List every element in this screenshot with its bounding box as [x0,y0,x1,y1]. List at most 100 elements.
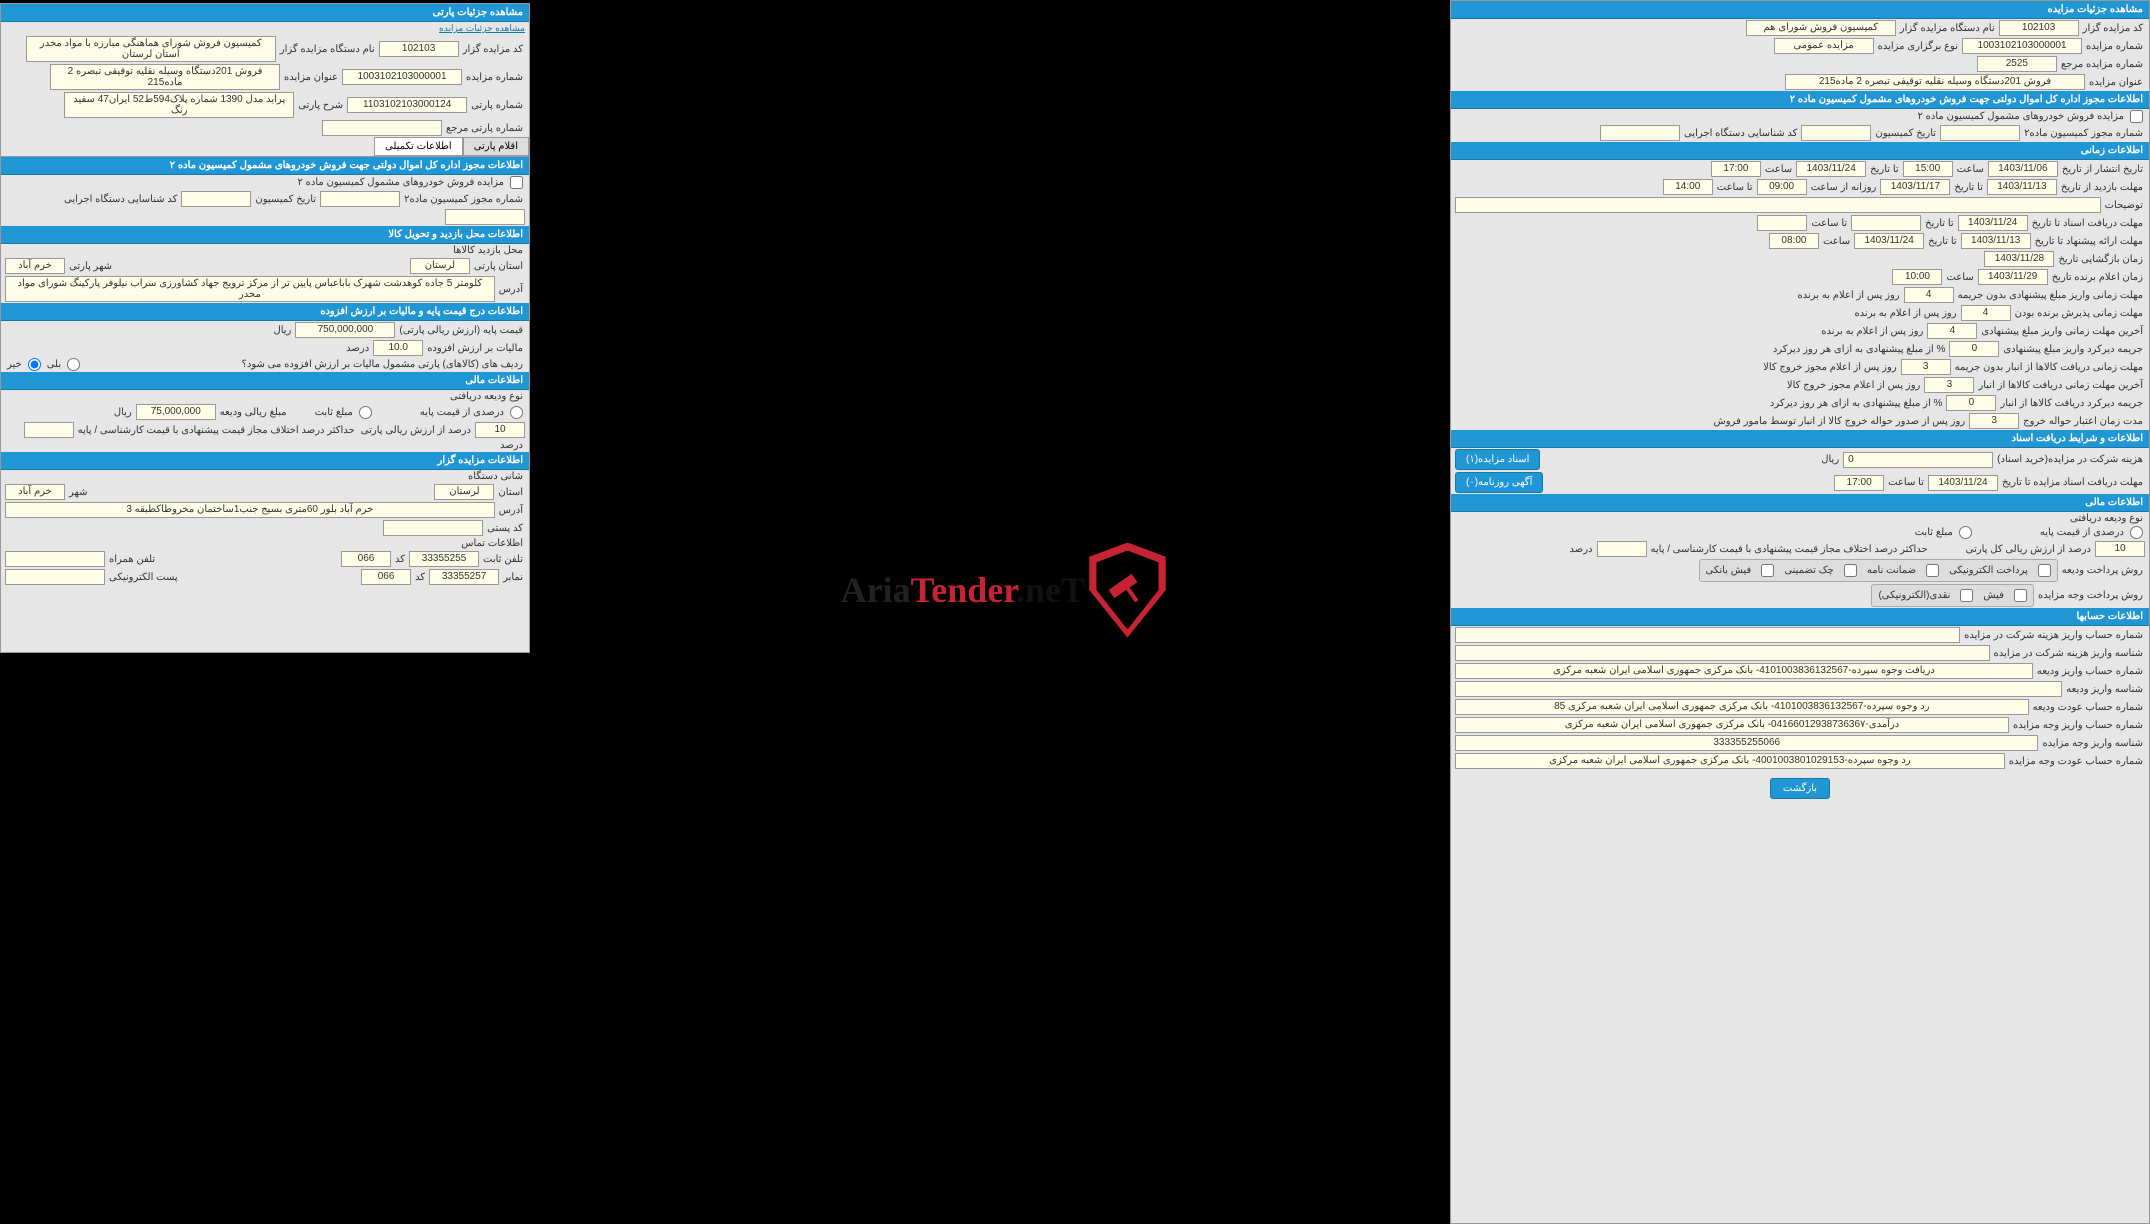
acc4-label: شناسه واریز ودیعه [2064,684,2145,695]
offer-deadline-label: مهلت ارائه پیشنهاد تا تاریخ [2033,236,2145,247]
l-city: خرم آباد [5,258,65,274]
l-rial-1: ریال [271,325,293,336]
doc-time [1757,215,1807,231]
pct-base-radio[interactable] [2130,526,2143,539]
pay1-chk[interactable] [2038,564,2051,577]
d4-label: جریمه دیرکرد واریز مبلغ پیشنهادی [2001,344,2145,355]
d6: 3 [1924,377,1974,393]
l-prov-label: استان پارتی [472,261,525,272]
l-sale-checkbox[interactable] [510,176,523,189]
l-code-label-1: کد [393,554,407,565]
fixed-radio[interactable] [1959,526,1972,539]
l-addr-label: آدرس [497,284,525,295]
pay-auc-label: روش پرداخت وجه مزایده [2036,590,2145,601]
acc6-label: شماره حساب واریز وجه مزایده [2011,720,2145,731]
l-vat: 10.0 [373,340,423,356]
l-no-radio[interactable] [28,358,41,371]
to-label-2: تا تاریخ [1952,182,1985,193]
l-amount: 75,000,000 [136,404,216,420]
wm-aria: Aria [841,570,911,610]
d1: 4 [1904,287,1954,303]
name-label: نام دستگاه مزایده گزار [1898,23,1997,34]
tab-extra-info[interactable]: اطلاعات تکمیلی [374,137,463,156]
section-docs-header: اطلاعات و شرایط دریافت اسناد [1451,430,2149,448]
l-base: 750,000,000 [295,322,395,338]
l-permit-date [181,191,251,207]
l-section-financial-header: اطلاعات مالی [1,372,529,390]
l-fixed-radio[interactable] [359,406,372,419]
l-org-addr-label: شانی دستگاه [466,471,525,482]
method-label: نوع برگزاری مزایده [1876,41,1960,52]
acc2 [1455,645,1990,661]
tab-items[interactable]: اقلام پارتی [463,137,529,156]
l-email [5,569,105,585]
auction-detail-link[interactable]: مشاهده جزئیات مزایده [439,23,525,34]
l-code-label: کد مزایده گزار [461,44,525,55]
l-section-auctioneer-header: اطلاعات مزایده گزار [1,452,529,470]
org-code-label: کد شناسایی دستگاه اجرایی [1682,128,1799,139]
daily-to-label: تا ساعت [1715,182,1755,193]
auction-no-field: 1003102103000001 [1962,38,2082,54]
pay-deposit-box: پرداخت الکترونیکی ضمانت نامه چک تضمینی ف… [1699,559,2058,582]
acc3: دریافت وجوه سپرده-4101003836132567- بانک… [1455,663,2033,679]
d4: 0 [1949,341,1999,357]
code-field: 102103 [1999,20,2079,36]
l-mobile [5,551,105,567]
l-org-code-label: کد شناسایی دستگاه اجرایی [62,194,179,205]
section-financial-header: اطلاعات مالی [1451,494,2149,512]
pay3-chk[interactable] [1844,564,1857,577]
l-city-2: خرم آباد [5,484,65,500]
acc3-label: شماره حساب واریز ودیعه [2035,666,2145,677]
l-code: 102103 [379,41,459,57]
l-yes-radio[interactable] [67,358,80,371]
d6-label: آخرین مهلت زمانی دریافت کالاها از انبار [1976,380,2145,391]
l-addr: کلومتر 5 جاده کوهدشت شهرک باباعباس پایین… [5,276,495,302]
pay4: فیش بانکی [1704,565,1754,576]
section-auction-detail-header: مشاهده جزئیات مزایده [1451,1,2149,19]
d4-unit: % از مبلغ پیشنهادی به ازای هر روز دیرکرد [1771,344,1948,355]
l-subject-label: عنوان مزایده [282,72,340,83]
deposit-type-label: نوع ودیعه دریافتی [2068,513,2145,524]
to-time: 17:00 [1711,161,1761,177]
acc7-label: شناسه واریز وجه مزایده [2040,738,2145,749]
acc1-label: شماره حساب واریز هزینه شرکت در مزایده [1962,630,2145,641]
l-fax-code: 066 [361,569,411,585]
open-date: 1403/11/28 [1984,251,2054,267]
section-party-header: مشاهده جزئیات پارتی [1,4,529,22]
publish-time: 15:00 [1903,161,1953,177]
l-ref-label: شماره پارتی مرجع [444,123,525,134]
acc5: رد وجوه سپرده-4101003836132567- بانک مرک… [1455,699,2029,715]
newspaper-button[interactable]: آگهی روزنامه(۰) [1455,472,1543,493]
section-time-header: اطلاعات زمانی [1451,142,2149,160]
docs-button[interactable]: اسناد مزایده(۱) [1455,449,1540,470]
doc-until-label: مهلت دریافت اسناد مزایده تا تاریخ [2000,477,2145,488]
acc7: 333355255066 [1455,735,2038,751]
l-base-label: قیمت پایه (ارزش ریالی پارتی) [397,325,525,336]
pay6-chk[interactable] [1960,589,1973,602]
l-pct-field: 10 [475,422,525,438]
fixed-label: مبلغ ثابت [1913,527,1955,538]
sale-checkbox[interactable] [2130,110,2143,123]
subject-label: عنوان مزایده [2087,77,2145,88]
visit-to: 1403/11/17 [1880,179,1950,195]
pay5-chk[interactable] [2014,589,2027,602]
pay3: چک تضمینی [1782,565,1836,576]
l-q-label: ردیف های (کالاهای) پارتی مشمول مالیات بر… [240,359,525,370]
pct-label: درصد از ارزش ریالی کل پارتی [1964,544,2093,555]
l-party-desc-label: شرح پارتی [296,100,345,111]
l-pct-base-radio[interactable] [510,406,523,419]
d7-unit: % از مبلغ پیشنهادی به ازای هر روز دیرکرد [1768,398,1945,409]
rial-1: ریال [1819,454,1841,465]
to-hour-3: تا ساعت [1809,218,1849,229]
d7-label: جریمه دیرکرد دریافت کالاها از انبار [1998,398,2145,409]
notes-field [1455,197,2101,213]
hour-label-4: ساعت [1821,236,1852,247]
acc6: درآمدی-0416601293873636۷- بانک مرکزی جمه… [1455,717,2009,733]
pay2-chk[interactable] [1926,564,1939,577]
to-label-1: تا تاریخ [1868,164,1901,175]
pay4-chk[interactable] [1761,564,1774,577]
return-button[interactable]: بازگشت [1770,778,1830,799]
pay-auction-box: فیش نقدی(الکترونیکی) [1871,584,2034,607]
l-party-no: 1103102103000124 [347,97,467,113]
daily-from-label: روزانه از ساعت [1809,182,1879,193]
